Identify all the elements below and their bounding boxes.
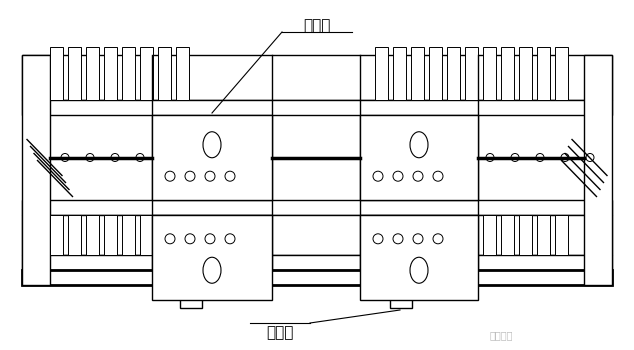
- Bar: [537, 47, 550, 100]
- Bar: [501, 47, 514, 100]
- Bar: [22, 200, 612, 215]
- Bar: [140, 47, 153, 100]
- Bar: [429, 215, 442, 255]
- Bar: [483, 215, 496, 255]
- Bar: [22, 255, 612, 270]
- Bar: [555, 215, 568, 255]
- Text: 连接板: 连接板: [303, 18, 331, 33]
- Bar: [501, 215, 514, 255]
- Bar: [86, 47, 99, 100]
- Bar: [447, 215, 460, 255]
- Text: 豆丁施工: 豆丁施工: [490, 330, 514, 340]
- Bar: [22, 55, 50, 285]
- Bar: [104, 47, 117, 100]
- Bar: [22, 270, 612, 285]
- Bar: [393, 47, 406, 100]
- Bar: [390, 285, 412, 308]
- Bar: [465, 215, 478, 255]
- Bar: [180, 285, 202, 308]
- Bar: [140, 215, 153, 255]
- Bar: [152, 115, 272, 200]
- Text: 钐平台: 钐平台: [266, 325, 294, 340]
- Bar: [360, 215, 478, 300]
- Bar: [375, 215, 388, 255]
- Bar: [537, 215, 550, 255]
- Bar: [447, 47, 460, 100]
- Bar: [411, 47, 424, 100]
- Bar: [68, 47, 81, 100]
- Bar: [375, 47, 388, 100]
- Bar: [176, 47, 189, 100]
- Bar: [483, 47, 496, 100]
- Bar: [104, 215, 117, 255]
- Bar: [158, 215, 171, 255]
- Bar: [465, 47, 478, 100]
- Bar: [22, 100, 612, 115]
- Bar: [50, 47, 63, 100]
- Bar: [122, 47, 135, 100]
- Bar: [411, 215, 424, 255]
- Bar: [519, 215, 532, 255]
- Bar: [176, 215, 189, 255]
- Bar: [86, 215, 99, 255]
- Bar: [158, 47, 171, 100]
- Bar: [360, 115, 478, 200]
- Bar: [22, 55, 612, 100]
- Bar: [50, 215, 63, 255]
- Bar: [22, 215, 612, 255]
- Bar: [68, 215, 81, 255]
- Bar: [429, 47, 442, 100]
- Bar: [152, 215, 272, 300]
- Bar: [519, 47, 532, 100]
- Bar: [584, 55, 612, 285]
- Bar: [393, 215, 406, 255]
- Bar: [555, 47, 568, 100]
- Bar: [122, 215, 135, 255]
